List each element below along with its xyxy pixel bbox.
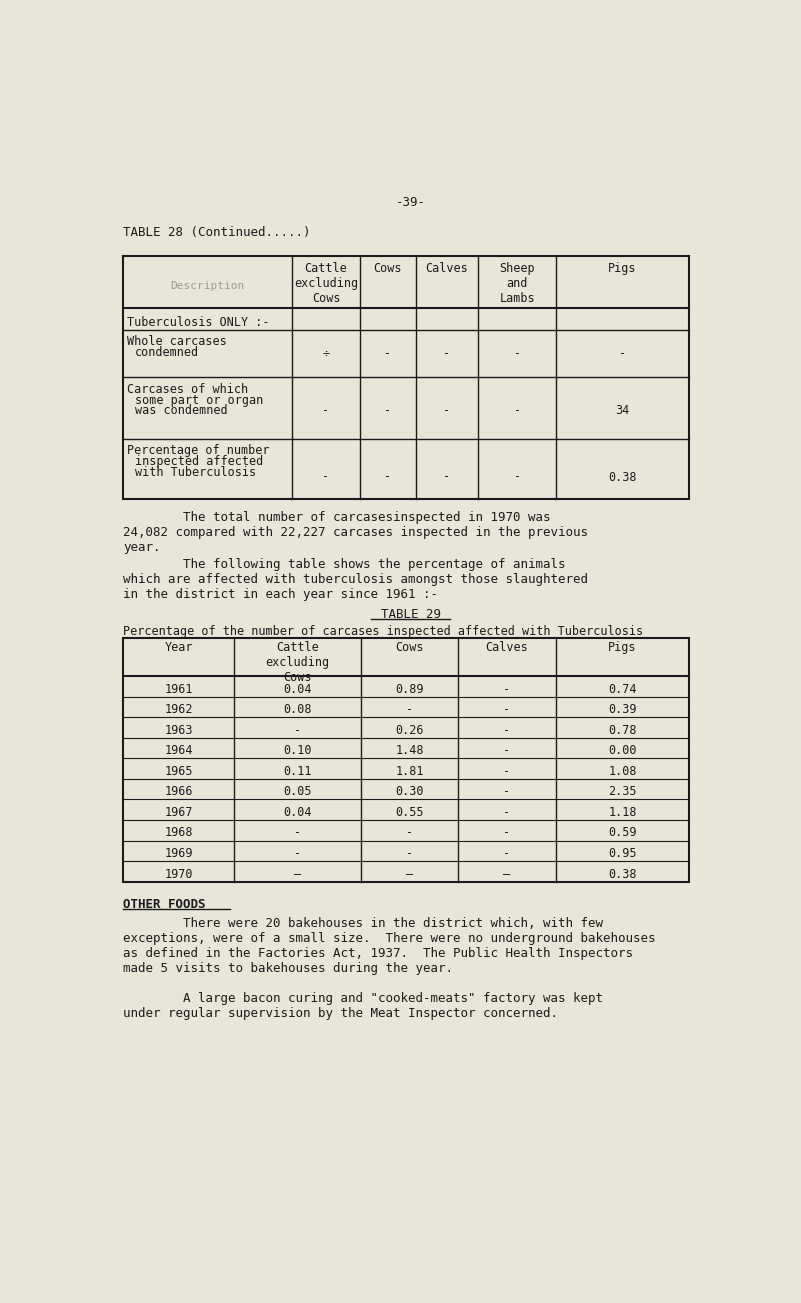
Text: Cattle
excluding
Cows: Cattle excluding Cows (266, 641, 330, 684)
Text: The total number of carcasesinspected in 1970 was
24,082 compared with 22,227 ca: The total number of carcasesinspected in… (123, 511, 589, 554)
Text: —: — (406, 868, 413, 881)
Bar (123, 637, 689, 882)
Text: 1961: 1961 (164, 683, 193, 696)
Text: -: - (384, 470, 391, 483)
Text: TABLE 29: TABLE 29 (381, 609, 441, 622)
Text: condemned: condemned (135, 345, 199, 358)
Text: Pigs: Pigs (608, 641, 637, 654)
Text: -: - (294, 847, 301, 860)
Text: 1965: 1965 (164, 765, 193, 778)
Text: Description: Description (171, 281, 245, 291)
Text: Percentage of the number of carcases inspected affected with Tuberculosis: Percentage of the number of carcases ins… (123, 624, 643, 637)
Text: with Tuberculosis: with Tuberculosis (135, 466, 256, 480)
Text: -: - (384, 348, 391, 361)
Text: 0.00: 0.00 (608, 744, 637, 757)
Text: 0.95: 0.95 (608, 847, 637, 860)
Text: some part or organ: some part or organ (135, 394, 264, 407)
Text: Year: Year (164, 641, 193, 654)
Text: 1.81: 1.81 (396, 765, 424, 778)
Text: -: - (444, 470, 450, 483)
Text: A large bacon curing and "cooked-meats" factory was kept
under regular supervisi: A large bacon curing and "cooked-meats" … (123, 992, 603, 1020)
Text: 0.10: 0.10 (284, 744, 312, 757)
Text: Carcases of which: Carcases of which (127, 383, 248, 396)
Bar (123, 257, 689, 499)
Text: 0.11: 0.11 (284, 765, 312, 778)
Text: 34: 34 (615, 404, 630, 417)
Text: Pigs: Pigs (608, 262, 637, 275)
Text: -: - (513, 348, 521, 361)
Text: Cows: Cows (373, 262, 402, 275)
Text: -: - (504, 765, 510, 778)
Text: 0.30: 0.30 (396, 786, 424, 799)
Text: 1968: 1968 (164, 826, 193, 839)
Text: 1969: 1969 (164, 847, 193, 860)
Text: Calves: Calves (425, 262, 469, 275)
Text: 0.39: 0.39 (608, 704, 637, 717)
Text: —: — (294, 868, 301, 881)
Text: TABLE 28 (Continued.....): TABLE 28 (Continued.....) (123, 225, 311, 238)
Text: -: - (323, 404, 329, 417)
Text: OTHER FOODS: OTHER FOODS (123, 898, 206, 911)
Text: -: - (323, 470, 329, 483)
Text: 0.08: 0.08 (284, 704, 312, 717)
Text: Tuberculosis ONLY :-: Tuberculosis ONLY :- (127, 315, 270, 328)
Text: The following table shows the percentage of animals
which are affected with tube: The following table shows the percentage… (123, 558, 589, 601)
Text: -: - (294, 826, 301, 839)
Text: Sheep
and
Lambs: Sheep and Lambs (499, 262, 535, 305)
Text: 1.18: 1.18 (608, 805, 637, 818)
Text: 1966: 1966 (164, 786, 193, 799)
Text: Calves: Calves (485, 641, 529, 654)
Text: -: - (513, 470, 521, 483)
Text: inspected affected: inspected affected (135, 455, 264, 468)
Text: 1970: 1970 (164, 868, 193, 881)
Text: -: - (504, 683, 510, 696)
Text: 1.08: 1.08 (608, 765, 637, 778)
Text: Cows: Cows (396, 641, 424, 654)
Text: -: - (504, 826, 510, 839)
Text: ÷: ÷ (323, 348, 329, 361)
Text: Percentage of number: Percentage of number (127, 444, 270, 457)
Text: Cattle
excluding
Cows: Cattle excluding Cows (294, 262, 358, 305)
Text: —: — (504, 868, 510, 881)
Text: 1964: 1964 (164, 744, 193, 757)
Text: -: - (504, 786, 510, 799)
Text: 0.38: 0.38 (608, 868, 637, 881)
Text: Whole carcases: Whole carcases (127, 335, 227, 348)
Text: -: - (406, 847, 413, 860)
Text: 0.74: 0.74 (608, 683, 637, 696)
Text: 0.59: 0.59 (608, 826, 637, 839)
Text: There were 20 bakehouses in the district which, with few
exceptions, were of a s: There were 20 bakehouses in the district… (123, 917, 656, 975)
Text: 1962: 1962 (164, 704, 193, 717)
Text: 1967: 1967 (164, 805, 193, 818)
Text: -: - (444, 348, 450, 361)
Text: 0.04: 0.04 (284, 805, 312, 818)
Text: 2.35: 2.35 (608, 786, 637, 799)
Text: was condemned: was condemned (135, 404, 227, 417)
Text: -: - (384, 404, 391, 417)
Text: -: - (504, 744, 510, 757)
Text: 0.78: 0.78 (608, 723, 637, 736)
Text: -: - (406, 704, 413, 717)
Text: -: - (294, 723, 301, 736)
Text: -: - (619, 348, 626, 361)
Text: 1.48: 1.48 (396, 744, 424, 757)
Text: -: - (513, 404, 521, 417)
Text: 0.26: 0.26 (396, 723, 424, 736)
Text: 0.89: 0.89 (396, 683, 424, 696)
Text: -: - (504, 723, 510, 736)
Text: -: - (504, 805, 510, 818)
Text: -: - (444, 404, 450, 417)
Text: -39-: -39- (396, 197, 426, 210)
Text: -: - (504, 847, 510, 860)
Text: 0.38: 0.38 (608, 470, 637, 483)
Text: 0.05: 0.05 (284, 786, 312, 799)
Text: -: - (406, 826, 413, 839)
Text: 0.04: 0.04 (284, 683, 312, 696)
Text: 0.55: 0.55 (396, 805, 424, 818)
Text: -: - (504, 704, 510, 717)
Text: 1963: 1963 (164, 723, 193, 736)
